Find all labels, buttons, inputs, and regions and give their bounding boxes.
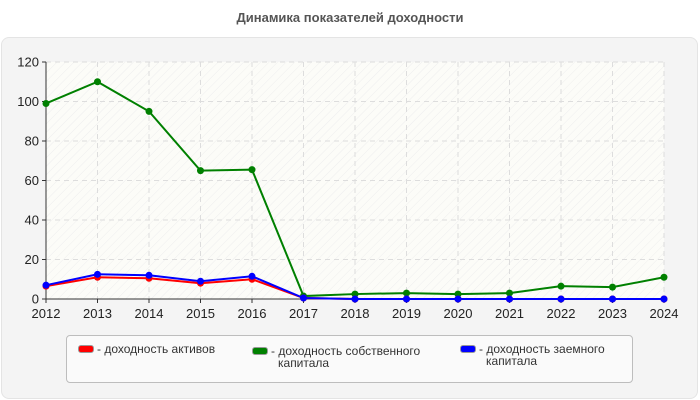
legend-item-debt: - доходность заемного капитала [460, 343, 605, 367]
x-tick-label: 2024 [650, 306, 679, 321]
data-point [351, 290, 359, 298]
y-axis-ticks: 0 20 40 60 80 100 120 [17, 55, 46, 307]
data-point [94, 78, 101, 86]
data-point [300, 294, 307, 302]
y-tick-label: 0 [32, 292, 39, 307]
y-tick-label: 120 [17, 55, 39, 70]
legend-item-equity: - доходность собственного капитала [252, 345, 420, 369]
x-tick-label: 2018 [341, 306, 370, 321]
legend-label-line2: капитала [278, 356, 330, 370]
data-point [42, 281, 50, 289]
data-point [609, 283, 616, 291]
y-tick-label: 80 [25, 134, 39, 149]
data-series [42, 78, 668, 303]
data-point [197, 167, 204, 175]
x-tick-label: 2022 [547, 306, 576, 321]
x-tick-label: 2015 [186, 306, 215, 321]
data-point [609, 295, 616, 303]
data-point [403, 289, 410, 297]
data-point [94, 270, 101, 278]
legend-label-line2: капитала [486, 354, 538, 368]
x-tick-label: 2019 [392, 306, 421, 321]
data-point [403, 295, 410, 303]
data-point [145, 107, 153, 115]
x-tick-label: 2012 [32, 306, 61, 321]
data-point [660, 273, 668, 281]
y-tick-label: 60 [25, 173, 39, 188]
legend-label: - доходность активов [97, 342, 216, 356]
x-tick-label: 2021 [495, 306, 524, 321]
data-point [145, 271, 153, 279]
data-point [248, 272, 256, 280]
data-point [197, 277, 204, 285]
legend-swatch-green [252, 347, 268, 355]
legend-label: - доходность заемного [479, 342, 605, 356]
data-point [557, 282, 565, 290]
data-point [454, 290, 462, 298]
legend-swatch-red [78, 345, 94, 353]
x-tick-label: 2020 [444, 306, 473, 321]
y-tick-label: 40 [25, 213, 39, 228]
x-tick-label: 2014 [135, 306, 164, 321]
legend-swatch-blue [460, 345, 476, 353]
x-tick-label: 2017 [289, 306, 318, 321]
x-tick-label: 2023 [598, 306, 627, 321]
x-tick-label: 2013 [83, 306, 112, 321]
data-point [42, 99, 50, 107]
data-point [351, 295, 359, 303]
x-axis-ticks: 2012 2013 2014 2015 2016 2017 2018 2019 2020 2021… [32, 299, 679, 321]
data-point [454, 295, 462, 303]
data-point [506, 295, 513, 303]
data-point [557, 295, 565, 303]
data-point [506, 289, 513, 297]
data-point [660, 295, 668, 303]
grid-lines [46, 61, 665, 299]
x-tick-label: 2016 [238, 306, 267, 321]
y-tick-label: 20 [25, 252, 39, 267]
series-line [42, 270, 668, 303]
y-tick-label: 100 [17, 94, 39, 109]
data-point [248, 166, 256, 174]
legend: - доходность активов - доходность собств… [66, 335, 633, 383]
chart-title: Динамика показателей доходности [236, 10, 464, 25]
legend-item-assets: - доходность активов [78, 343, 215, 355]
legend-label: - доходность собственного [271, 344, 421, 358]
